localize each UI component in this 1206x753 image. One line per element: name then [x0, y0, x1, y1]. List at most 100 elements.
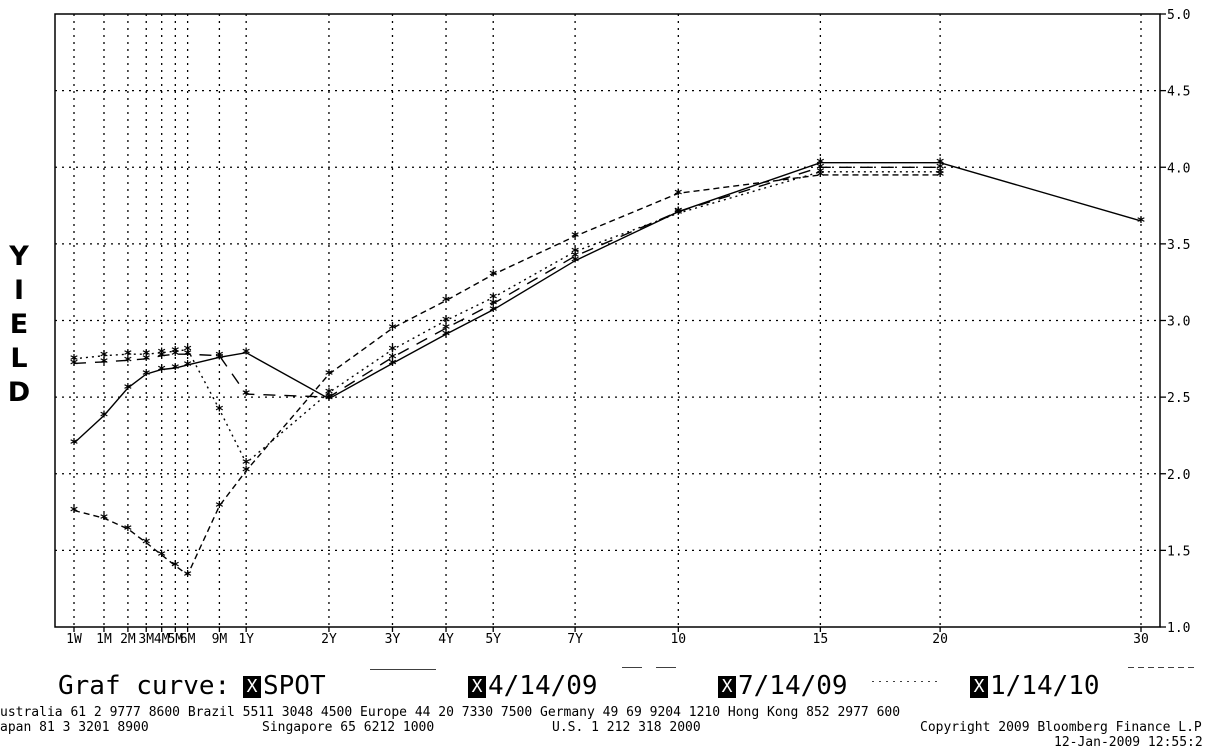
- legend-checkbox-icon[interactable]: X: [243, 676, 261, 698]
- x-tick-label: 1M: [96, 632, 112, 647]
- data-point-marker: *: [142, 346, 151, 364]
- x-tick-label: 1W: [66, 632, 82, 647]
- data-point-marker: *: [324, 366, 333, 384]
- data-point-marker: *: [936, 167, 945, 185]
- data-point-marker: *: [69, 435, 78, 453]
- data-point-marker: *: [442, 313, 451, 331]
- data-point-marker: *: [69, 355, 78, 373]
- data-point-marker: *: [69, 351, 78, 369]
- data-point-marker: *: [388, 355, 397, 373]
- footer-timestamp: 12-Jan-2009 12:55:2: [1054, 735, 1203, 750]
- y-tick-label: 1.5: [1167, 544, 1190, 559]
- y-tick-label: 2.0: [1167, 468, 1190, 483]
- chart-grid: [55, 14, 1160, 627]
- footer-copyright: Copyright 2009 Bloomberg Finance L.P: [920, 720, 1202, 735]
- data-point-marker: *: [936, 155, 945, 173]
- y-tick-label: 4.5: [1167, 85, 1190, 100]
- data-point-marker: *: [324, 385, 333, 403]
- series-1-14-10: * *************** *: [69, 167, 944, 585]
- legend-item-label: 7/14/09: [738, 671, 848, 701]
- series-line: [73, 166, 941, 398]
- y-axis-label-letter: I: [13, 275, 25, 306]
- x-tick-label: 2M: [120, 632, 136, 647]
- data-point-marker: *: [324, 391, 333, 409]
- data-point-marker: *: [171, 558, 180, 576]
- data-point-marker: *: [183, 342, 192, 360]
- legend-line-sample-spot: [370, 669, 436, 670]
- data-point-marker: *: [816, 167, 825, 185]
- legend-line-sample-7-14-09: [872, 681, 938, 682]
- data-point-marker: *: [324, 389, 333, 407]
- data-point-marker: *: [442, 320, 451, 338]
- data-point-marker: *: [388, 342, 397, 360]
- series-line: [73, 174, 941, 576]
- data-point-marker: *: [242, 455, 251, 473]
- legend-line-sample-4-14-09: [622, 667, 688, 668]
- data-point-marker: *: [157, 362, 166, 380]
- x-tick-label: 7Y: [567, 632, 583, 647]
- yield-curve-chart: **** * * * * ******** *** * * * * * * ** ******* ** * * * *…: [54, 8, 1190, 647]
- x-tick-label: 30: [1133, 632, 1149, 647]
- legend-checkbox-icon[interactable]: X: [718, 676, 736, 698]
- x-tick-label: 20: [932, 632, 948, 647]
- x-tick-label: 1Y: [238, 632, 254, 647]
- y-tick-label: 3.0: [1167, 315, 1190, 330]
- data-point-marker: *: [183, 567, 192, 585]
- y-tick-label: 1.0: [1167, 621, 1190, 636]
- series-spot: **** * * * * ******** **: [69, 155, 1145, 453]
- legend-checkbox-icon[interactable]: X: [970, 676, 988, 698]
- data-point-marker: *: [571, 248, 580, 266]
- data-point-marker: *: [157, 345, 166, 363]
- data-point-marker: *: [123, 352, 132, 370]
- data-point-marker: *: [142, 351, 151, 369]
- data-point-marker: *: [123, 346, 132, 364]
- data-point-marker: *: [215, 348, 224, 366]
- data-point-marker: *: [242, 463, 251, 481]
- legend-item-label: 4/14/09: [488, 671, 598, 701]
- x-tick-label: 5M: [167, 632, 183, 647]
- x-tick-label: 15: [813, 632, 829, 647]
- data-point-marker: *: [489, 296, 498, 314]
- data-point-marker: *: [183, 357, 192, 375]
- data-point-marker: *: [816, 164, 825, 182]
- y-axis-label-letter: D: [7, 377, 31, 408]
- legend-title: Graf curve:: [58, 671, 231, 701]
- legend-line-sample-1-14-10: [1128, 667, 1194, 668]
- y-axis-label-letter: L: [10, 343, 28, 374]
- data-point-marker: *: [388, 320, 397, 338]
- data-point-marker: *: [489, 302, 498, 320]
- legend-item-spot[interactable]: X SPOT: [243, 668, 326, 704]
- legend-item-4-14-09[interactable]: X 4/14/09: [468, 668, 598, 704]
- data-point-marker: *: [816, 155, 825, 173]
- y-tick-label: 5.0: [1167, 8, 1190, 23]
- x-tick-label: 9M: [212, 632, 228, 647]
- x-tick-label: 2Y: [321, 632, 337, 647]
- chart-series: **** * * * * ******** *** * * * * * * ** ******* ** * * * *…: [69, 155, 1145, 585]
- legend-checkbox-icon[interactable]: X: [468, 676, 486, 698]
- x-tick-label: 4Y: [438, 632, 454, 647]
- data-point-marker: *: [242, 345, 251, 363]
- data-point-marker: *: [142, 535, 151, 553]
- x-tick-label: 10: [670, 632, 686, 647]
- data-point-marker: *: [215, 401, 224, 419]
- y-axis-label-letter: Y: [9, 241, 29, 272]
- data-point-marker: *: [142, 366, 151, 384]
- legend-item-1-14-10[interactable]: X 1/14/10: [970, 668, 1100, 704]
- data-point-marker: *: [489, 267, 498, 285]
- data-point-marker: *: [99, 408, 108, 426]
- data-point-marker: *: [442, 293, 451, 311]
- data-point-marker: *: [99, 354, 108, 372]
- data-point-marker: *: [171, 343, 180, 361]
- data-point-marker: *: [674, 185, 683, 203]
- legend-item-7-14-09[interactable]: X 7/14/09: [718, 668, 848, 704]
- legend: Graf curve: X SPOT X 4/14/09 X 7/14/09 X 1/1…: [0, 667, 1206, 704]
- data-point-marker: *: [571, 228, 580, 246]
- data-point-marker: *: [123, 521, 132, 539]
- y-axis-label-letter: E: [9, 309, 29, 340]
- data-point-marker: *: [571, 253, 580, 271]
- data-point-marker: *: [242, 386, 251, 404]
- x-tick-label: 3Y: [385, 632, 401, 647]
- x-tick-label: 3M: [138, 632, 154, 647]
- data-point-marker: *: [489, 290, 498, 308]
